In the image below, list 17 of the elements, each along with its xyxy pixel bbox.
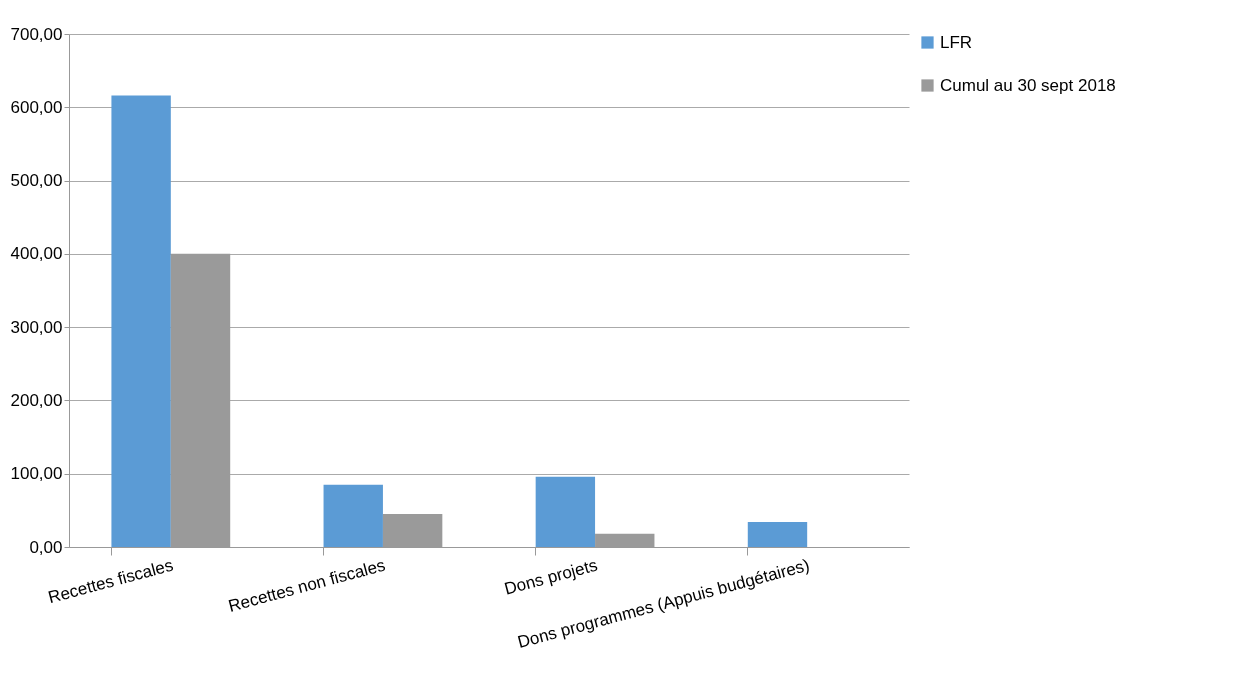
- y-tick-label: 600,00: [10, 97, 63, 117]
- bar: [535, 476, 596, 547]
- x-tick-label: Recettes fiscales: [46, 555, 176, 608]
- x-tick-label: Recettes non fiscales: [226, 555, 388, 616]
- y-tick-label: 0,00: [29, 537, 63, 557]
- y-tick-label: 300,00: [10, 317, 63, 337]
- y-tick-label: 400,00: [10, 244, 63, 264]
- y-tick-label: 500,00: [10, 171, 63, 191]
- bar: [323, 484, 383, 547]
- y-tick-label: 200,00: [10, 390, 63, 410]
- bar: [747, 522, 808, 547]
- legend-label: LFR: [940, 32, 973, 52]
- x-tick-label: Dons projets: [502, 555, 600, 599]
- y-tick-label: 100,00: [10, 464, 63, 484]
- y-tick-label: 700,00: [10, 24, 63, 44]
- legend-label: Cumul au 30 sept 2018: [940, 75, 1116, 95]
- bar: [111, 95, 171, 547]
